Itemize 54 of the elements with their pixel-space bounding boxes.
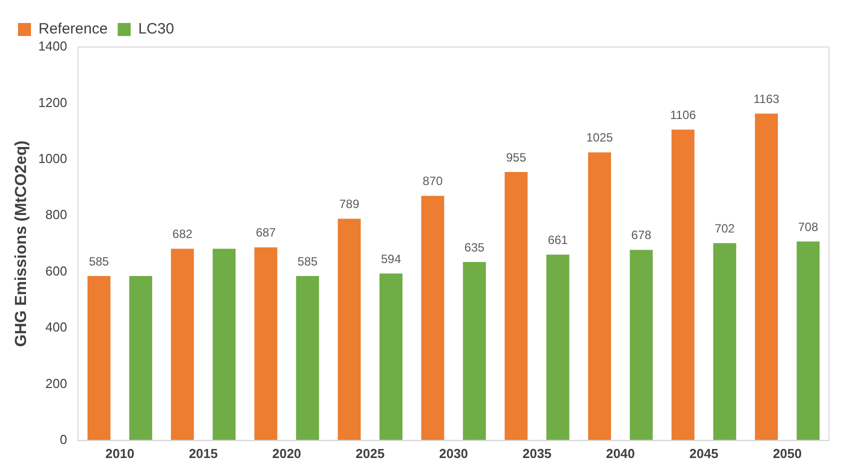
x-tick-label: 2040 [606, 446, 635, 461]
x-tick-label: 2050 [772, 446, 802, 461]
data-label: 661 [548, 232, 568, 247]
bar [672, 130, 694, 440]
bar [338, 218, 361, 440]
legend-label: LC30 [138, 20, 174, 38]
bar [462, 262, 486, 440]
x-tick-label: 2020 [272, 446, 302, 461]
bar [588, 152, 612, 440]
y-tick-label: 200 [45, 376, 68, 391]
x-tick-label: 2030 [439, 446, 468, 461]
bar [754, 114, 778, 440]
bar [170, 248, 194, 440]
y-tick-label: 1400 [38, 38, 68, 54]
y-tick-label: 1000 [38, 150, 68, 166]
x-tick-label: 2010 [105, 446, 134, 461]
y-tick-label: 800 [45, 207, 68, 222]
bar [713, 243, 736, 440]
x-tick-label: 2025 [356, 446, 385, 461]
data-label: 682 [172, 227, 193, 242]
bar [504, 172, 528, 440]
bar [546, 254, 570, 440]
bar [380, 273, 402, 440]
data-label: 594 [380, 252, 402, 266]
bar [254, 247, 278, 440]
bar [630, 250, 653, 440]
legend-label: Reference [38, 20, 108, 38]
data-label: 585 [88, 254, 110, 268]
y-tick-label: 600 [45, 263, 68, 278]
bar [796, 241, 820, 440]
data-label: 1106 [670, 108, 696, 122]
data-label: 870 [422, 174, 444, 188]
data-label: 678 [631, 228, 652, 242]
y-tick-label: 400 [45, 320, 68, 335]
data-label: 789 [339, 197, 360, 212]
x-tick-label: 2045 [689, 446, 718, 461]
data-label: 955 [506, 150, 526, 164]
data-label: 687 [256, 226, 276, 240]
data-label: 585 [298, 254, 318, 268]
y-tick-label: 1200 [38, 94, 68, 110]
data-label: 1025 [586, 130, 614, 145]
x-tick-label: 2035 [522, 446, 552, 461]
y-tick-label: 0 [60, 432, 68, 447]
data-label: 1163 [754, 92, 780, 106]
bar [296, 276, 320, 440]
bar [212, 248, 236, 440]
data-label: 702 [714, 221, 736, 236]
bar [421, 196, 444, 440]
x-tick-label: 2015 [188, 446, 218, 461]
y-axis-title: GHG Emissions (MtCO2eq) [13, 140, 30, 347]
data-label: 708 [798, 220, 818, 234]
data-label: 635 [464, 240, 485, 254]
bar [129, 276, 152, 440]
bar [88, 276, 110, 440]
